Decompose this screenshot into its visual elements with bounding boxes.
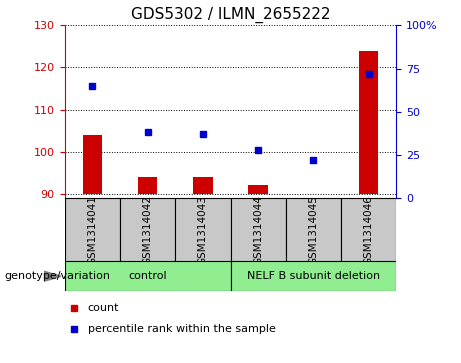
Title: GDS5302 / ILMN_2655222: GDS5302 / ILMN_2655222 xyxy=(131,7,330,23)
Bar xyxy=(193,177,213,193)
Text: GSM1314046: GSM1314046 xyxy=(364,195,374,265)
Text: GSM1314043: GSM1314043 xyxy=(198,195,208,265)
Bar xyxy=(230,261,396,291)
Bar xyxy=(359,51,378,193)
Text: percentile rank within the sample: percentile rank within the sample xyxy=(88,324,276,334)
Polygon shape xyxy=(44,271,61,281)
Text: GSM1314042: GSM1314042 xyxy=(142,195,153,265)
Bar xyxy=(120,198,175,261)
Bar xyxy=(83,135,102,193)
Bar xyxy=(175,198,230,261)
Bar xyxy=(341,198,396,261)
Text: GSM1314045: GSM1314045 xyxy=(308,195,319,265)
Bar xyxy=(230,198,286,261)
Bar xyxy=(138,177,157,193)
Text: GSM1314044: GSM1314044 xyxy=(253,195,263,265)
Text: NELF B subunit deletion: NELF B subunit deletion xyxy=(247,271,380,281)
Text: genotype/variation: genotype/variation xyxy=(5,271,111,281)
Text: GSM1314041: GSM1314041 xyxy=(87,195,97,265)
Bar xyxy=(286,198,341,261)
Bar xyxy=(65,261,230,291)
Text: control: control xyxy=(128,271,167,281)
Text: count: count xyxy=(88,303,119,313)
Bar xyxy=(248,185,268,193)
Bar xyxy=(65,198,120,261)
